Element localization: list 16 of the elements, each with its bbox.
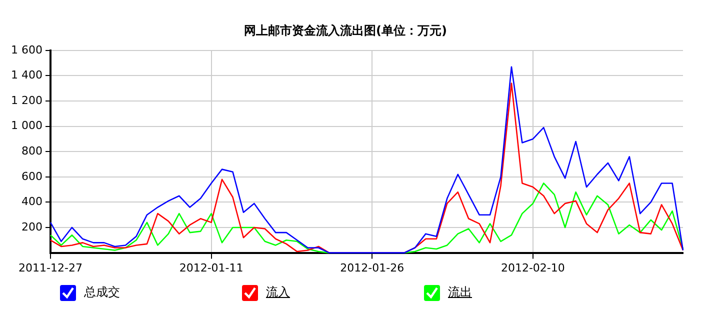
- legend-label: 流入: [266, 284, 290, 301]
- y-tick-label: 1 000: [10, 119, 42, 132]
- y-tick-label: 400: [21, 195, 42, 208]
- x-tick-label: 2011-12-27: [18, 261, 82, 274]
- y-tick-label: 600: [21, 170, 42, 183]
- legend-label: 流出: [448, 284, 472, 301]
- x-tick-label: 2012-01-26: [340, 261, 404, 274]
- x-tick-label: 2012-02-10: [500, 261, 565, 274]
- y-tick-label: 200: [21, 220, 42, 234]
- chart-title: 网上邮市资金流入流出图(单位：万元): [244, 23, 447, 38]
- x-tick-label: 2012-01-11: [179, 261, 244, 274]
- y-tick-label: 800: [21, 144, 42, 158]
- y-tick-label: 1 200: [10, 94, 42, 107]
- legend-label: 总成交: [84, 284, 120, 301]
- y-tick-label: 1 600: [10, 43, 42, 56]
- y-tick-label: 1 400: [10, 68, 42, 82]
